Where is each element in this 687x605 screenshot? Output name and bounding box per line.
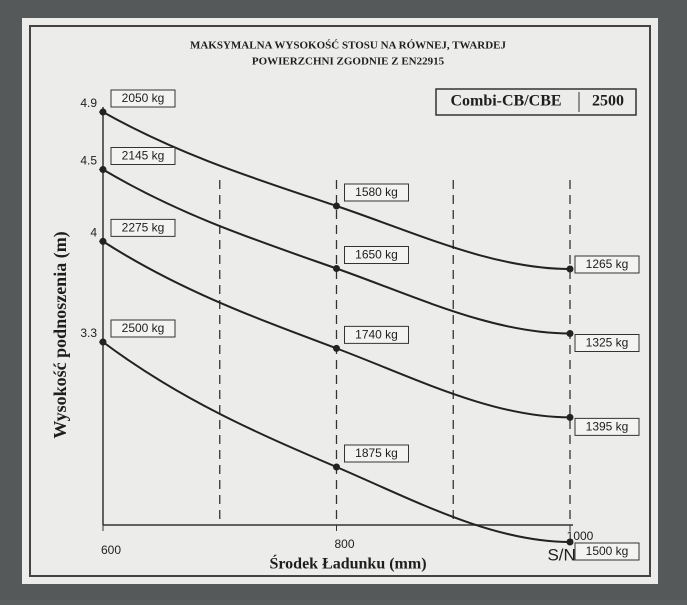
y-tick-label: 3.3: [80, 326, 97, 340]
data-point: [99, 338, 107, 346]
value-label-box: [344, 325, 409, 344]
value-label: 1650 kg: [355, 248, 398, 262]
data-point: [333, 463, 340, 471]
x-tick-label: 800: [334, 537, 354, 551]
x-axis-label: Środek Ładunku (mm): [269, 554, 426, 573]
data-point: [566, 265, 574, 273]
value-label: 2050 kg: [122, 91, 165, 105]
x-tick-label: 1000: [567, 529, 594, 543]
y-tick-label: 4.5: [80, 154, 97, 168]
plate: [22, 18, 658, 584]
title-line: POWIERZCHNI ZGODNIE Z EN22915: [252, 56, 445, 68]
value-label-box: [344, 246, 409, 264]
data-point: [333, 265, 340, 272]
value-label-box: [344, 444, 409, 463]
x-tick-label: 600: [101, 543, 121, 557]
value-label: 1395 kg: [586, 420, 629, 434]
data-point: [99, 166, 107, 173]
value-label-box: [110, 89, 176, 108]
data-point: [333, 344, 340, 352]
value-label: 1325 kg: [586, 336, 629, 350]
value-label-box: [574, 417, 640, 436]
value-label: 1500 kg: [586, 544, 629, 558]
model: Combi-CB/CBE: [450, 93, 561, 110]
value-label: 2275 kg: [122, 221, 165, 235]
value-label-box: [110, 147, 176, 165]
value-label: 1580 kg: [355, 185, 398, 199]
title-line: MAKSYMALNA WYSOKOŚĆ STOSU NA RÓWNEJ, TWA…: [190, 40, 507, 52]
plate-border: [29, 25, 651, 577]
value-label-box: [110, 319, 176, 338]
data-point: [566, 413, 574, 421]
capacity: 2500: [592, 93, 624, 110]
y-axis-label: Wysokość podnoszenia (m): [50, 231, 71, 438]
data-point: [333, 202, 340, 210]
value-label: 1875 kg: [355, 446, 398, 460]
value-label: 1740 kg: [355, 328, 398, 342]
model-box: [435, 88, 637, 116]
value-label: 2145 kg: [122, 149, 165, 163]
value-label: 1265 kg: [586, 257, 629, 271]
data-point: [566, 330, 574, 337]
y-tick-label: 4: [90, 226, 97, 240]
value-label-box: [574, 542, 640, 561]
data-point: [566, 538, 574, 546]
value-label-box: [344, 183, 409, 202]
y-tick-label: 4.9: [80, 96, 97, 110]
data-point: [99, 237, 107, 245]
value-label-box: [574, 334, 640, 352]
data-point: [99, 108, 107, 116]
value-label-box: [110, 218, 176, 237]
value-label-box: [574, 255, 640, 274]
value-label: 2500 kg: [122, 321, 165, 335]
